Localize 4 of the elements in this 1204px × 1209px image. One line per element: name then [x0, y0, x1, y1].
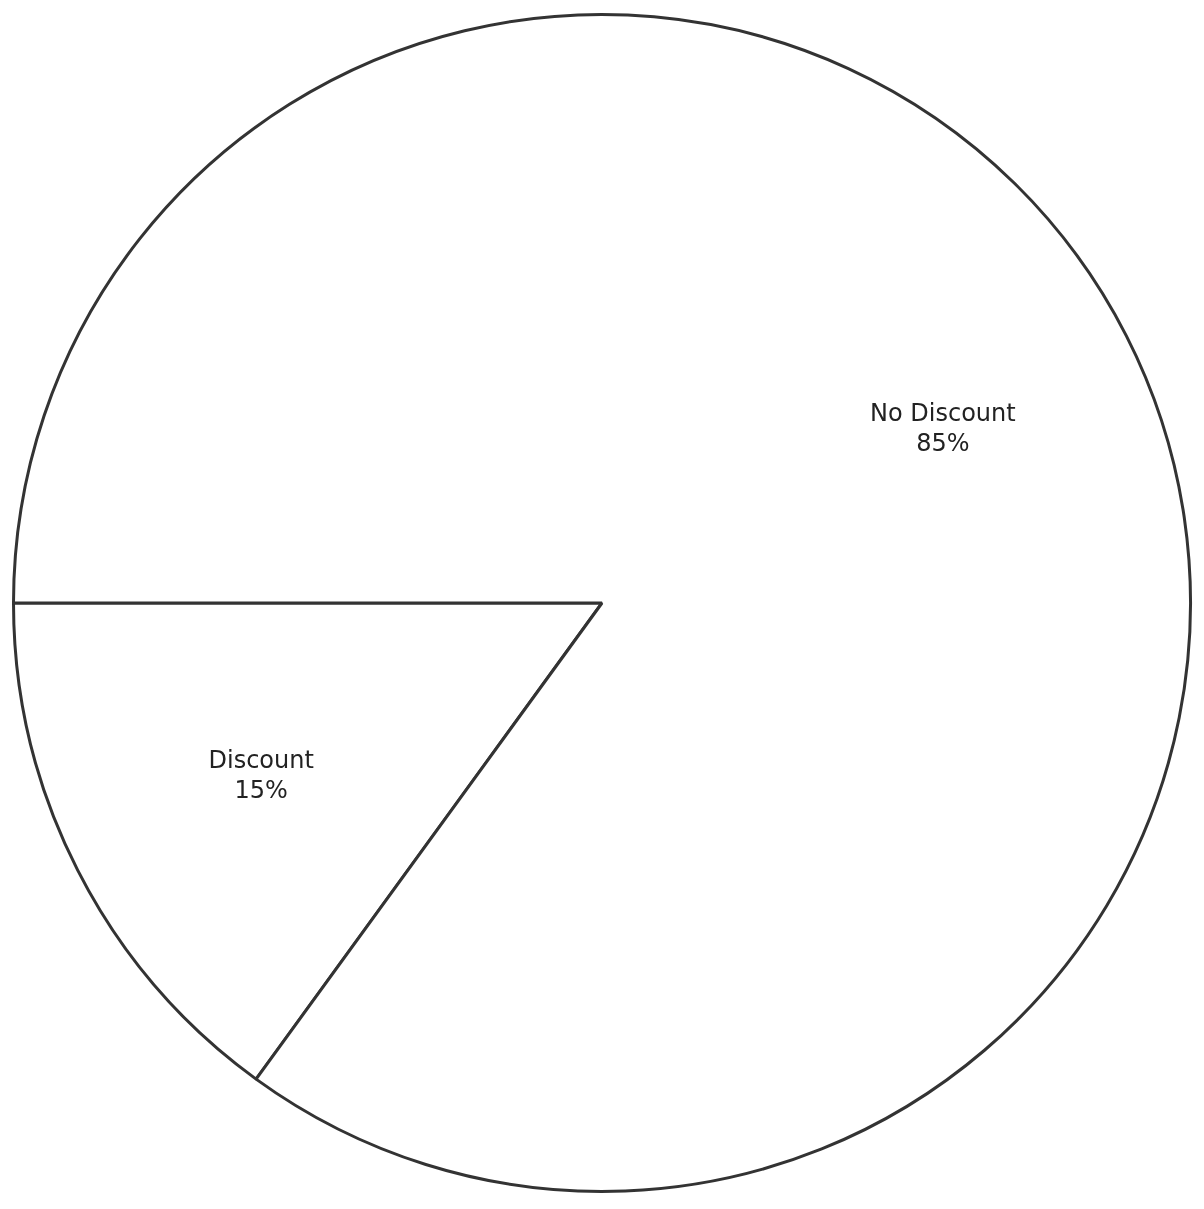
slice-label: Discount — [208, 745, 314, 774]
slice-label: No Discount — [870, 398, 1016, 427]
data-label: 85% — [916, 428, 970, 457]
data-label: 15% — [234, 775, 288, 804]
